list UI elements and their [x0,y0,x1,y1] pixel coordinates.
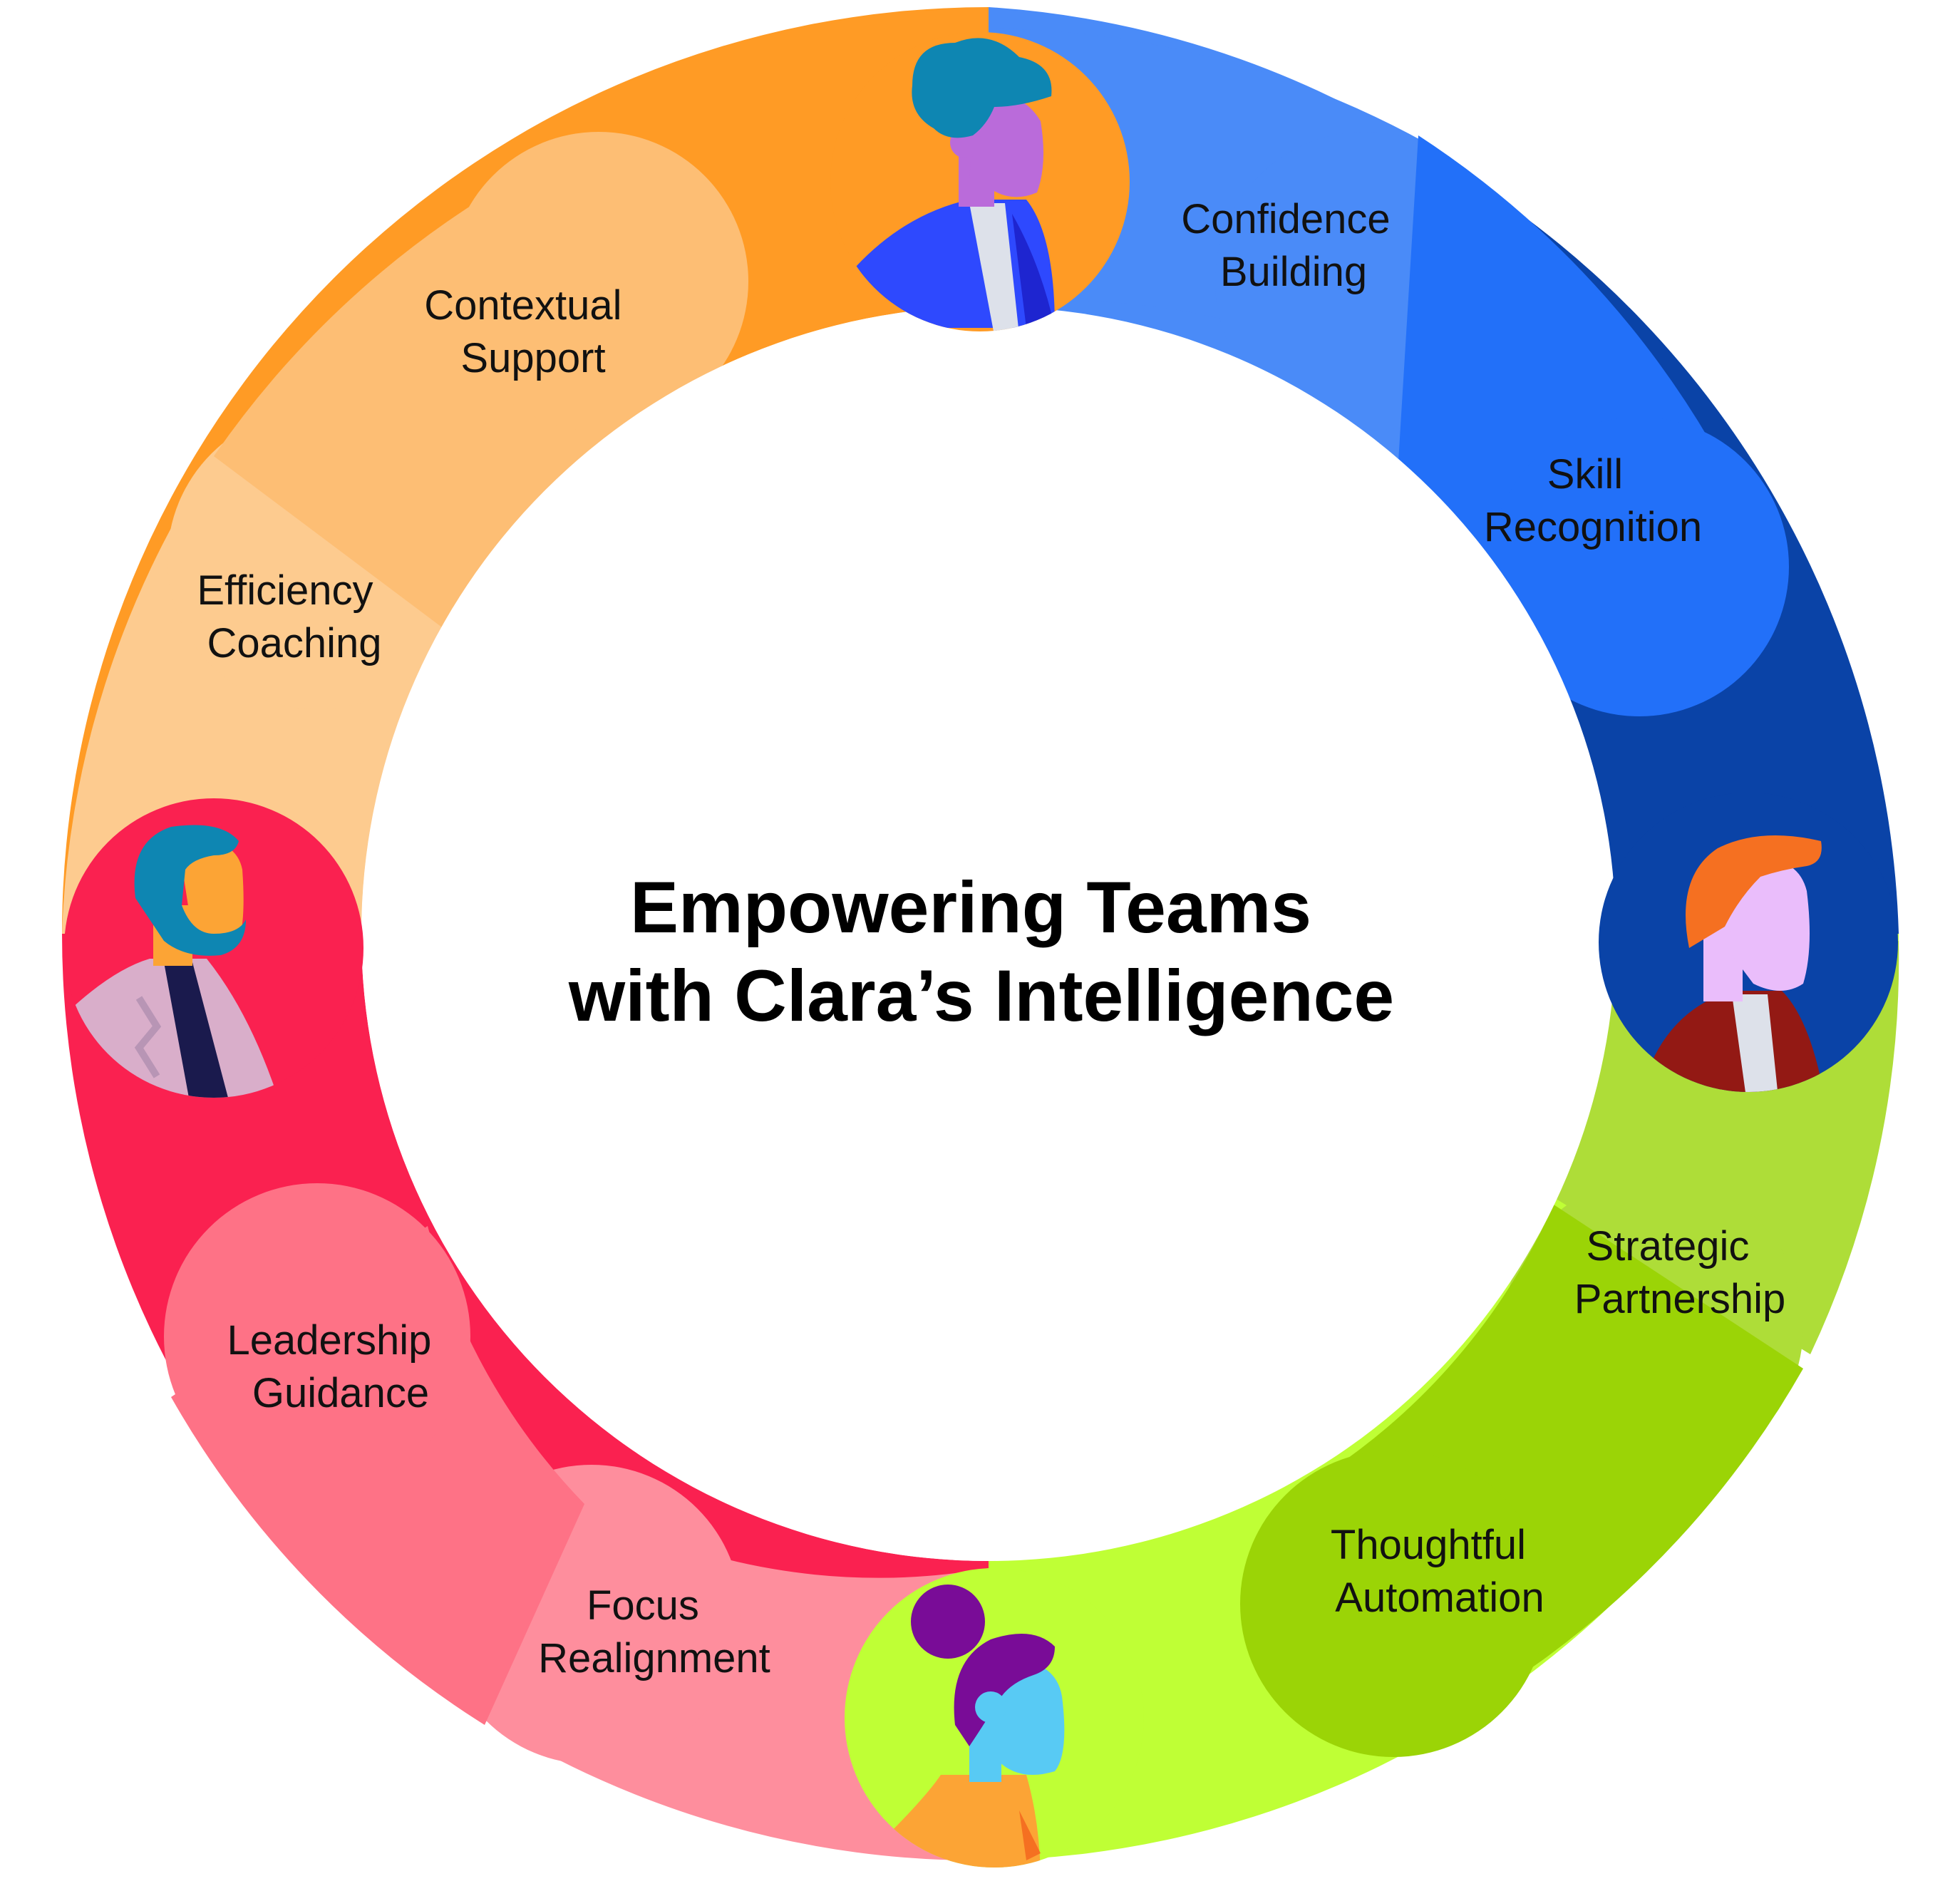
label-leadership-line1: Leadership [227,1317,431,1364]
svg-text:Focus Realignment: Focus Realignment [538,1582,770,1681]
segment-contextual-support [214,132,748,627]
diagram-title-line1: Empowering Teams [630,867,1311,948]
svg-text:Contextual Support: Contextual Support [424,282,633,381]
label-confidence-line2: Building [1220,249,1367,295]
label-skill-line1: Skill [1547,451,1623,498]
label-contextual-line1: Contextual [424,282,621,329]
label-skill-line2: Recognition [1484,504,1702,550]
person-curly-hair-icon [841,38,1055,331]
label-focus-line1: Focus [587,1582,699,1629]
label-leadership-line2: Guidance [252,1370,429,1416]
segment-labels: Confidence Building Skill Recognition St… [197,196,1785,1681]
label-strategic-line2: Partnership [1574,1276,1786,1322]
segment-thoughtful-automation [1240,1205,1803,1757]
label-confidence-line1: Confidence [1181,196,1390,242]
label-thoughtful-line2: Automation [1335,1575,1544,1621]
avatar-top [830,32,1130,331]
label-strategic-line1: Strategic [1586,1223,1749,1269]
avatar-left [64,798,363,1098]
svg-text:Leadership Guidance: Leadership Guidance [227,1317,443,1416]
svg-text:Efficiency Coaching: Efficiency Coaching [197,567,384,666]
label-focus-line2: Realignment [538,1635,770,1681]
segment-leadership-guidance [164,1183,584,1725]
center-disc [361,306,1616,1561]
person-beard-icon [71,825,278,1098]
label-thoughtful-line1: Thoughtful [1331,1522,1526,1568]
label-efficiency-line1: Efficiency [197,567,373,614]
label-efficiency-line2: Coaching [207,620,381,666]
diagram-title-line2: with Clara’s Intelligence [568,955,1394,1036]
person-red-hair-icon [1639,835,1825,1092]
svg-text:Skill Recognition: Skill Recognition [1484,451,1702,550]
svg-text:Strategic Partnership: Strategic Partnership [1574,1223,1786,1322]
avatar-right [1599,793,1898,1092]
label-contextual-line2: Support [460,335,605,381]
svg-text:Confidence Building: Confidence Building [1181,196,1402,295]
svg-text:Thoughtful Automation: Thoughtful Automation [1331,1522,1544,1621]
